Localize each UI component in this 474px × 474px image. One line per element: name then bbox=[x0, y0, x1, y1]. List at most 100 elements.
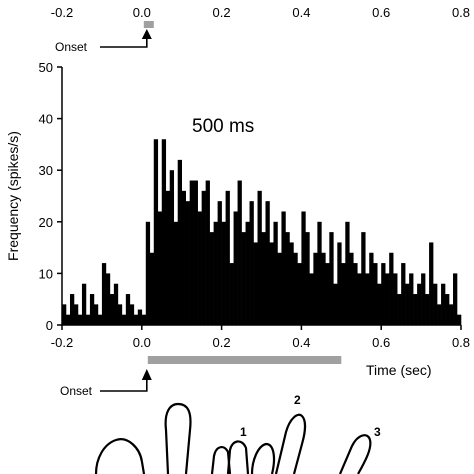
histogram-bar bbox=[457, 314, 462, 325]
finger-label-3: 3 bbox=[374, 425, 381, 439]
histogram-bar bbox=[445, 294, 450, 325]
onset-label: Onset bbox=[60, 384, 93, 398]
y-axis: 0 10 20 30 40 50 bbox=[39, 60, 63, 333]
histogram-bar bbox=[233, 211, 238, 325]
histogram-bar bbox=[421, 273, 426, 325]
top-tick-label: 0.8 bbox=[452, 5, 470, 20]
hand-outline-icon bbox=[94, 402, 372, 474]
histogram-bar bbox=[209, 232, 214, 325]
histogram-bar bbox=[101, 263, 107, 325]
histogram-bar bbox=[333, 283, 338, 325]
histogram-bar bbox=[313, 252, 318, 325]
histogram-bar bbox=[261, 232, 266, 325]
histogram-bar bbox=[305, 232, 310, 325]
histogram-bar bbox=[325, 263, 330, 325]
histogram-bar bbox=[113, 283, 119, 325]
x-tick-label: 0.4 bbox=[292, 335, 310, 350]
finger-label-1: 1 bbox=[240, 425, 247, 439]
histogram-bar bbox=[173, 221, 179, 325]
top-onset-label: Onset bbox=[55, 40, 88, 54]
x-tick-label: 0.2 bbox=[213, 335, 231, 350]
top-onset-arrowhead-icon bbox=[141, 29, 152, 39]
histogram-bar bbox=[425, 294, 430, 325]
histogram-bar bbox=[341, 263, 346, 325]
top-tick-label: 0.2 bbox=[213, 5, 231, 20]
histogram-bar bbox=[197, 211, 202, 325]
top-time-axis: -0.2 0.0 0.2 0.4 0.6 0.8 bbox=[51, 5, 470, 20]
histogram-bar bbox=[449, 304, 454, 325]
histogram-bar bbox=[297, 263, 302, 325]
histogram-bar bbox=[97, 314, 103, 325]
histogram-bar bbox=[229, 263, 234, 325]
histogram-bar bbox=[149, 252, 155, 325]
x-axis-title: Time (sec) bbox=[366, 362, 432, 378]
top-tick-label: 0.4 bbox=[292, 5, 310, 20]
histogram-bar bbox=[109, 294, 115, 325]
histogram-bar bbox=[357, 273, 362, 325]
histogram-bar bbox=[81, 283, 87, 325]
top-tick-label: 0.0 bbox=[133, 5, 151, 20]
histogram-bar bbox=[269, 242, 274, 325]
histogram-bar bbox=[293, 252, 298, 325]
x-tick-label: 0.6 bbox=[372, 335, 390, 350]
histogram-bar bbox=[117, 304, 123, 325]
x-tick-label: 0.8 bbox=[452, 335, 470, 350]
histogram-bar bbox=[217, 201, 222, 325]
histogram-bar bbox=[62, 304, 67, 325]
histogram-bar bbox=[105, 273, 111, 325]
histogram-bar bbox=[381, 263, 386, 325]
histogram-bar bbox=[413, 294, 418, 325]
histogram-bar bbox=[77, 314, 83, 325]
histogram-bar bbox=[377, 283, 382, 325]
histogram-bar bbox=[193, 180, 198, 325]
histogram-bar bbox=[397, 294, 402, 325]
histogram-bar bbox=[277, 252, 282, 325]
finger-label-2: 2 bbox=[294, 393, 301, 407]
histogram-bar bbox=[133, 314, 139, 325]
top-onset-marker bbox=[143, 21, 154, 28]
y-tick-label: 0 bbox=[46, 318, 53, 333]
histogram-bar bbox=[437, 304, 442, 325]
histogram-bar bbox=[349, 252, 354, 325]
stimulus-duration-bar bbox=[147, 356, 342, 364]
histogram-bar bbox=[85, 314, 91, 325]
histogram-bar bbox=[273, 221, 278, 325]
histogram-bar bbox=[153, 139, 159, 325]
histogram-bar bbox=[393, 273, 398, 325]
histogram-bar bbox=[65, 314, 71, 325]
histogram-bar bbox=[157, 211, 163, 325]
histogram-bar bbox=[73, 304, 79, 325]
histogram-bar bbox=[329, 232, 334, 325]
histogram-bar bbox=[169, 170, 175, 325]
histogram-bar bbox=[145, 221, 151, 325]
histogram-bar bbox=[361, 232, 366, 325]
histogram-bar bbox=[365, 273, 370, 325]
histogram-bar bbox=[137, 309, 143, 325]
histogram-bar bbox=[241, 232, 246, 325]
x-tick-label: -0.2 bbox=[51, 335, 73, 350]
histogram-bar bbox=[89, 294, 95, 325]
histogram-bar bbox=[185, 201, 190, 325]
histogram-bar bbox=[245, 221, 250, 325]
histogram-bar bbox=[221, 221, 226, 325]
top-tick-label: 0.6 bbox=[372, 5, 390, 20]
histogram-bar bbox=[337, 242, 342, 325]
histogram-bar bbox=[213, 221, 218, 325]
histogram-bar bbox=[189, 180, 194, 325]
histogram-bar bbox=[429, 242, 434, 325]
histogram-bar bbox=[321, 252, 326, 325]
histogram-bar bbox=[225, 190, 230, 325]
histogram-bar bbox=[345, 221, 350, 325]
histogram-bar bbox=[401, 263, 406, 325]
histogram-bar bbox=[301, 211, 306, 325]
histogram-bar bbox=[441, 283, 446, 325]
histogram-bar bbox=[317, 221, 322, 325]
histogram-bar bbox=[121, 314, 127, 325]
y-tick-label: 50 bbox=[39, 60, 53, 75]
histogram-bar bbox=[253, 242, 258, 325]
x-tick-label: 0.0 bbox=[133, 335, 151, 350]
histogram-bar bbox=[165, 190, 171, 325]
histogram-bar bbox=[265, 201, 270, 325]
onset-arrow-icon bbox=[100, 378, 148, 392]
histogram-bar bbox=[409, 273, 414, 325]
